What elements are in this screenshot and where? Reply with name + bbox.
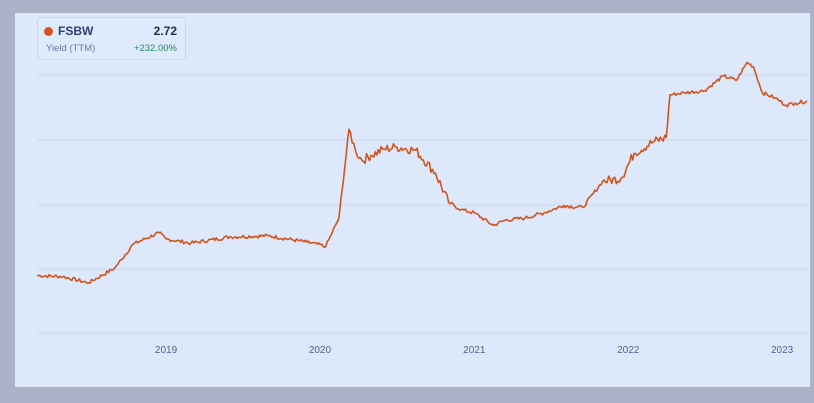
legend-metric: Yield (TTM)	[46, 43, 96, 54]
x-tick-label: 2020	[309, 345, 332, 356]
x-tick-label: 2022	[617, 345, 640, 356]
legend-change: +232.00%	[133, 43, 177, 54]
grid	[37, 74, 807, 334]
series-line-fsbw[interactable]	[36, 61, 808, 285]
x-tick-label: 2019	[155, 345, 178, 356]
x-tick-label: 2023	[771, 345, 794, 356]
legend-box[interactable]: FSBW 2.72 Yield (TTM) +232.00%	[37, 17, 186, 60]
series-color-dot	[44, 27, 53, 36]
x-tick-label: 2021	[463, 345, 486, 356]
legend-ticker[interactable]: FSBW	[58, 24, 94, 38]
x-axis: 2019 2020 2021 2022 2023	[155, 345, 794, 356]
legend-value: 2.72	[153, 24, 177, 38]
